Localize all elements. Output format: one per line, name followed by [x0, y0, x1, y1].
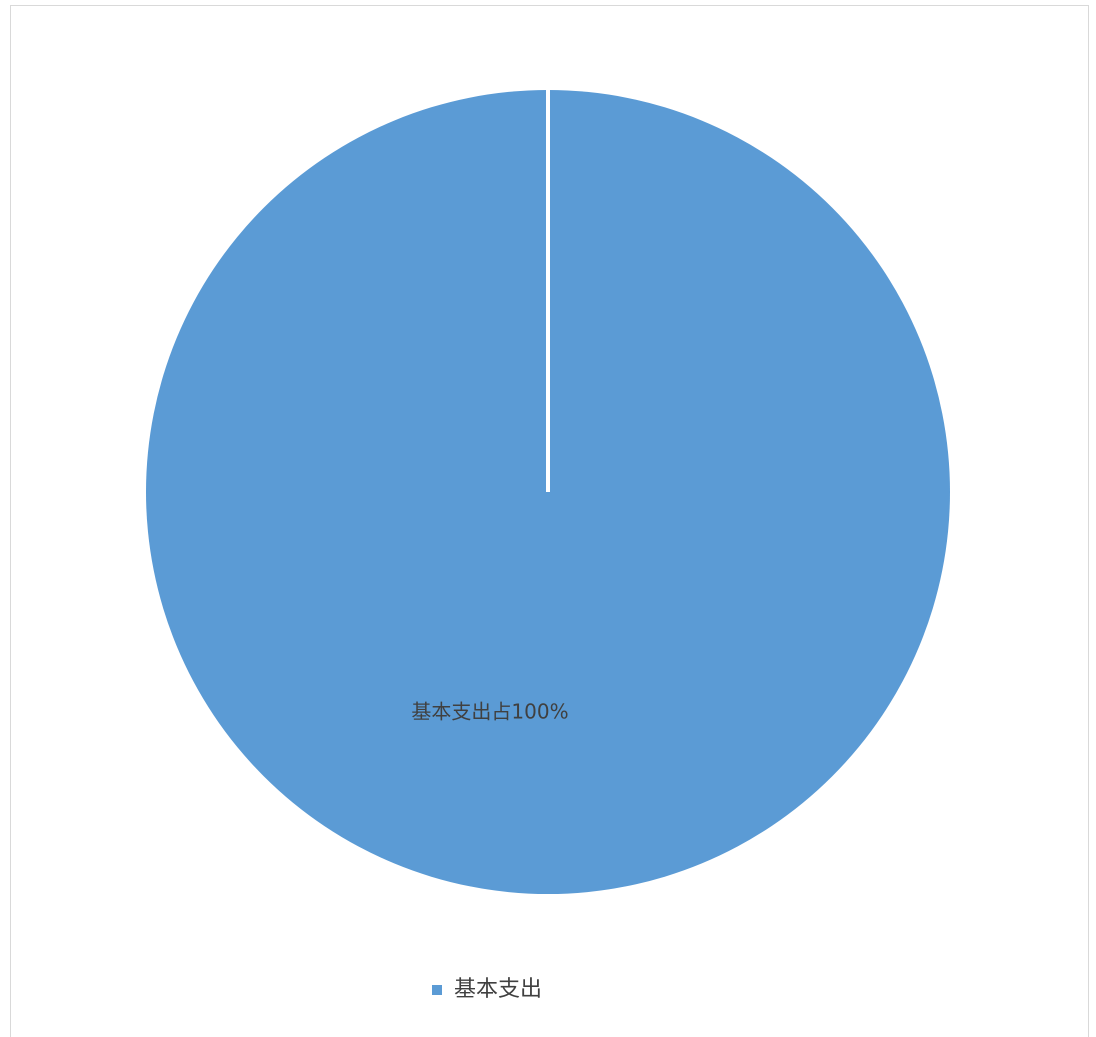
legend-label: 基本支出 — [454, 977, 542, 1002]
data-label: 基本支出占100% — [411, 700, 568, 724]
legend-marker — [432, 985, 442, 995]
